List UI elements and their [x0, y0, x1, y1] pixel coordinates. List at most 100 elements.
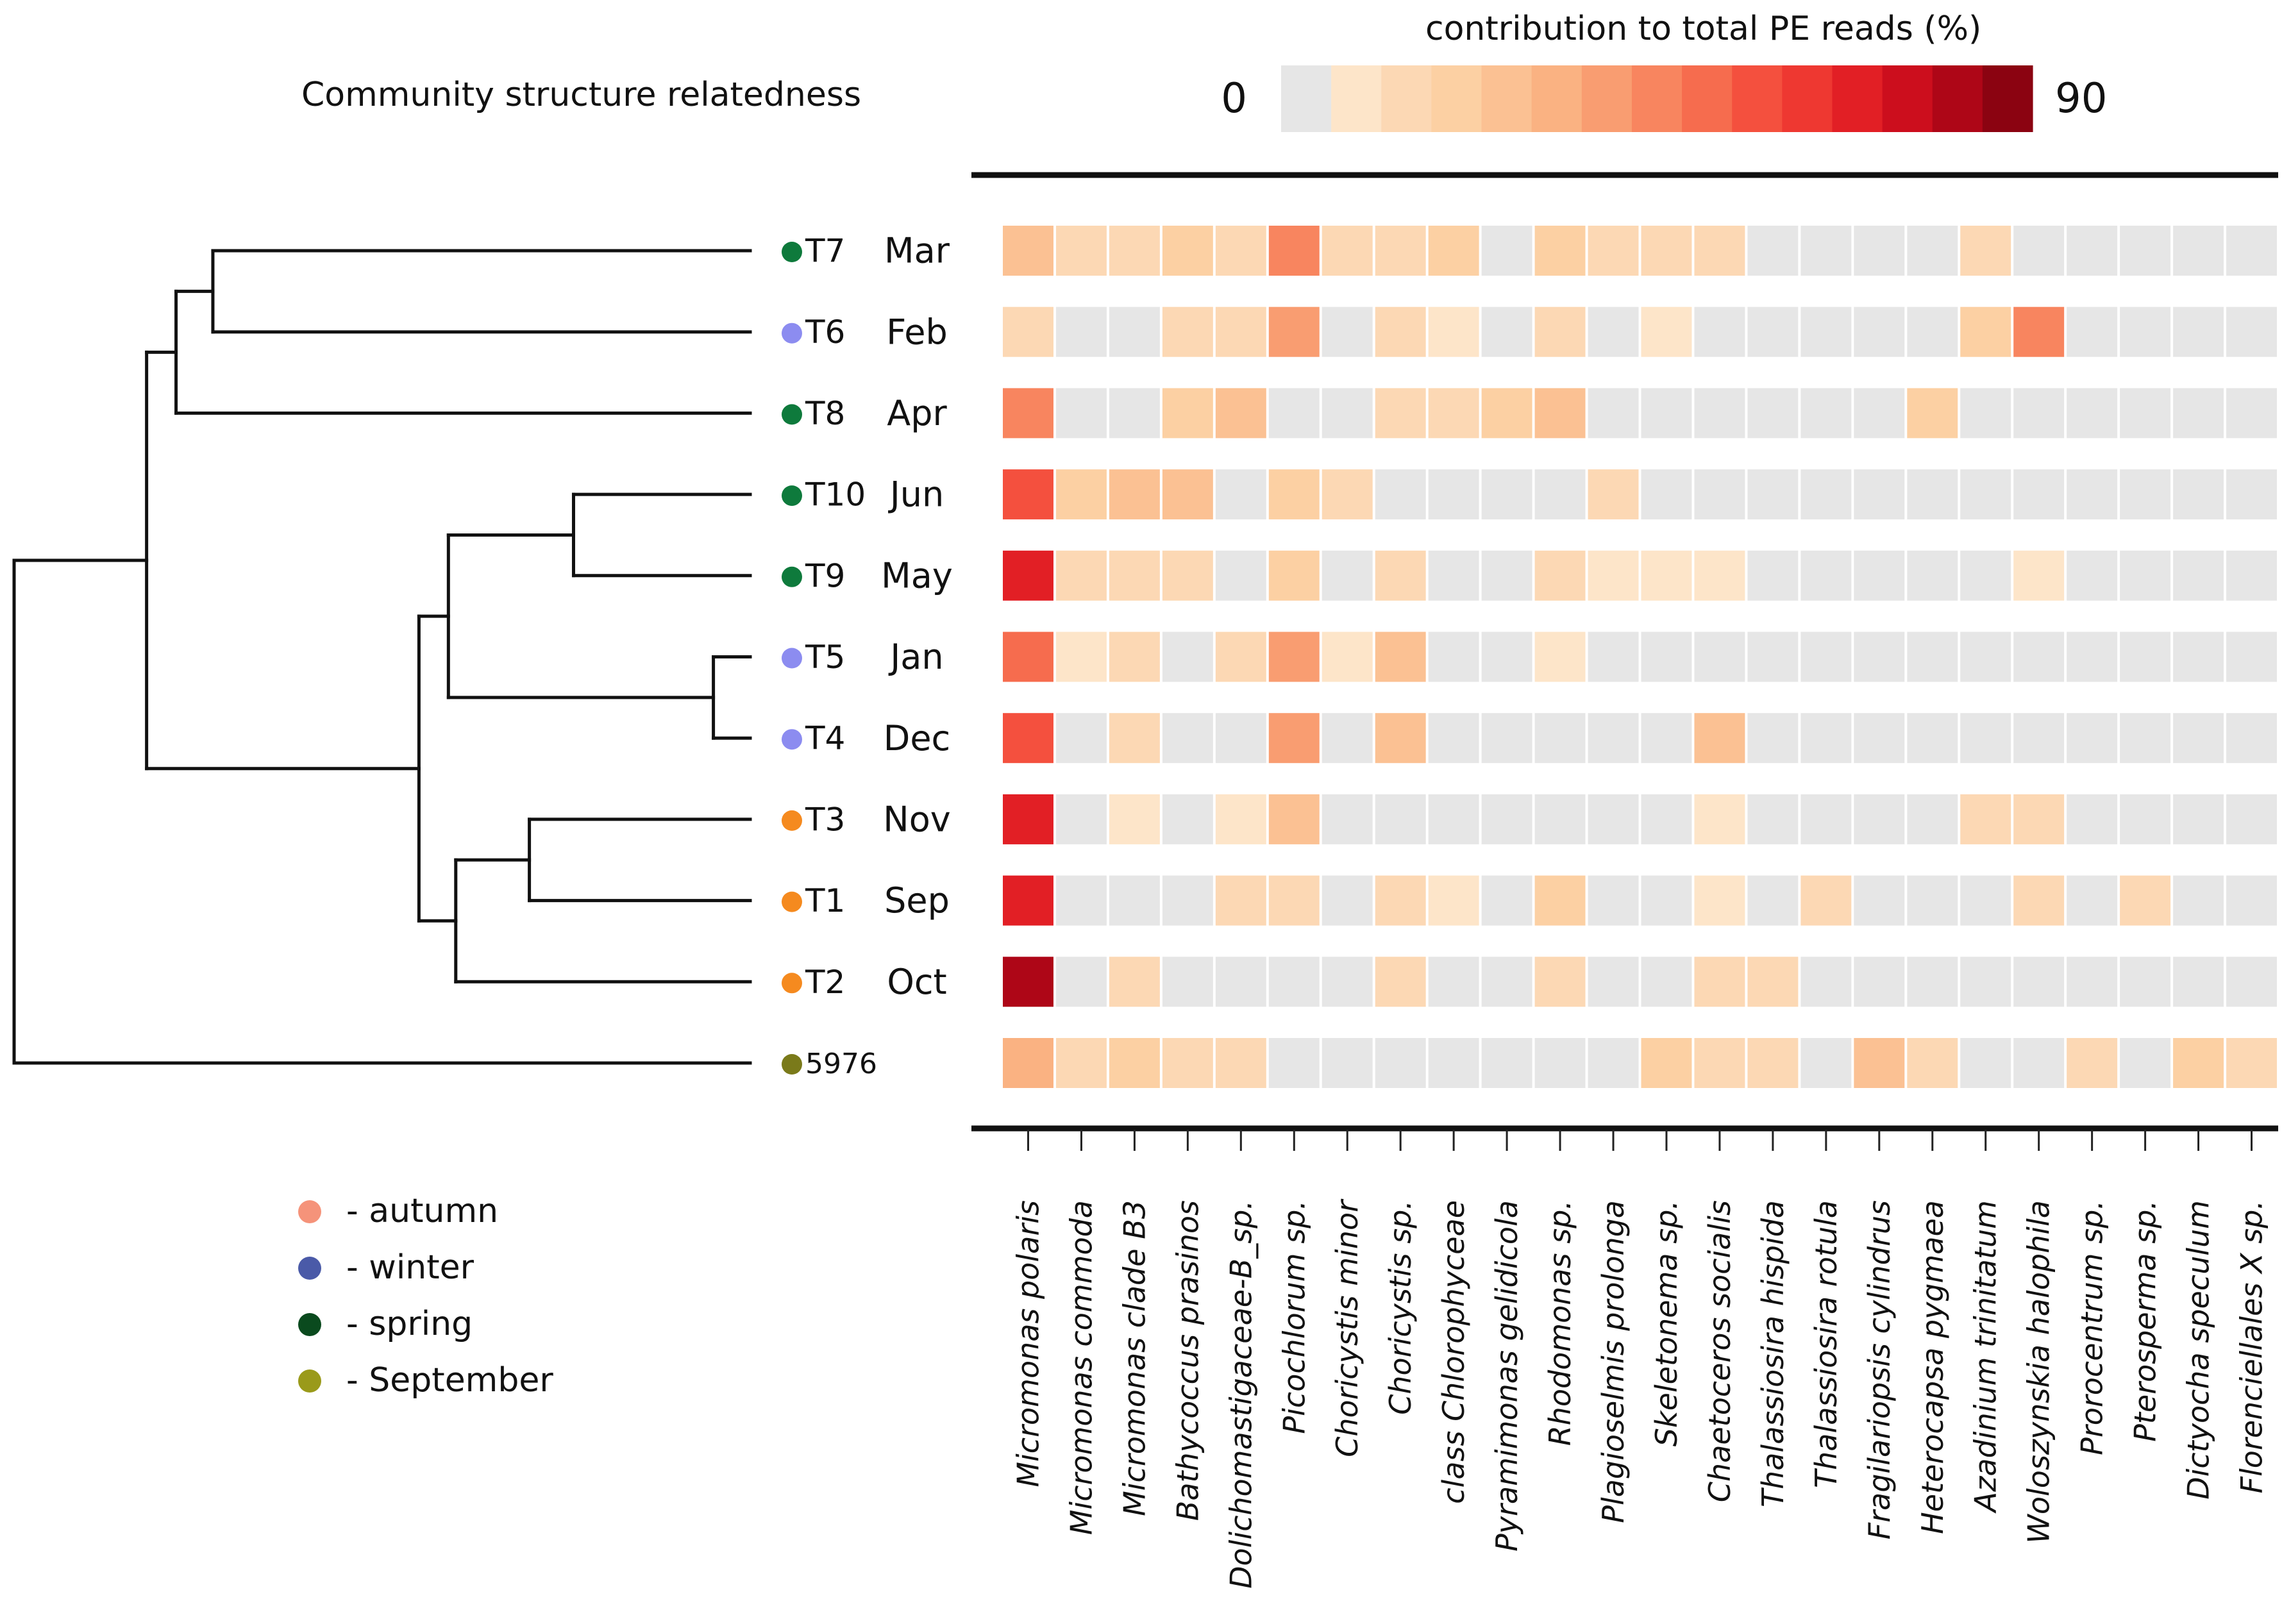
heatmap-cell — [1481, 388, 1532, 439]
heatmap-cell — [1322, 794, 1373, 844]
heatmap-cell — [2226, 1038, 2277, 1088]
heatmap-cell — [1907, 632, 1958, 682]
heatmap-cell — [1215, 469, 1266, 520]
heatmap-cell — [1854, 388, 1905, 439]
heatmap-cell — [2226, 306, 2277, 357]
heatmap-cell — [1641, 469, 1692, 520]
heatmap-cell — [1481, 226, 1532, 276]
heatmap-cell — [1375, 388, 1426, 439]
heatmap-cell — [1854, 957, 1905, 1007]
heatmap-cell — [1854, 632, 1905, 682]
heatmap-cell — [1854, 550, 1905, 601]
heatmap-cell — [1428, 388, 1479, 439]
column-label: Prorocentrum sp. — [2075, 1200, 2110, 1455]
heatmap-cell — [2013, 226, 2065, 276]
heatmap-cell — [1428, 306, 1479, 357]
heatmap-cell — [1854, 713, 1905, 764]
heatmap-cell — [2013, 388, 2065, 439]
heatmap-cell — [1907, 713, 1958, 764]
heatmap-cell — [2013, 469, 2065, 520]
heatmap-cell — [2067, 632, 2118, 682]
heatmap-cell — [1800, 957, 1852, 1007]
heatmap-cell — [1481, 957, 1532, 1007]
heatmap-cell — [1960, 388, 2011, 439]
row-sample-id: T6 — [805, 314, 845, 351]
heatmap-cell — [1907, 957, 1958, 1007]
row-sample-id: T4 — [805, 720, 845, 757]
heatmap-cell — [1960, 794, 2011, 844]
heatmap-cell — [1375, 632, 1426, 682]
legend-label: - winter — [346, 1248, 474, 1287]
heatmap-cell — [1215, 632, 1266, 682]
heatmap-cell — [1055, 550, 1107, 601]
column-label: Rhodomonas sp. — [1543, 1200, 1577, 1446]
heatmap-cell — [2173, 875, 2224, 926]
heatmap-cell — [1747, 226, 1799, 276]
heatmap-cell — [1747, 1038, 1799, 1088]
heatmap-cell — [2173, 550, 2224, 601]
heatmap-cell — [1588, 388, 1639, 439]
heatmap-cell — [2226, 957, 2277, 1007]
season-dot — [782, 1054, 802, 1075]
heatmap-cell — [1055, 713, 1107, 764]
heatmap-cell — [1588, 713, 1639, 764]
heatmap-cell — [1481, 306, 1532, 357]
heatmap-cell — [2013, 957, 2065, 1007]
heatmap-cell — [1800, 469, 1852, 520]
heatmap-cell — [1960, 875, 2011, 926]
heatmap-cell — [1641, 550, 1692, 601]
season-dot — [782, 973, 802, 994]
heatmap-cell — [1588, 469, 1639, 520]
heatmap-cell — [1428, 875, 1479, 926]
heatmap-cell — [1800, 306, 1852, 357]
heatmap-cell — [2226, 794, 2277, 844]
column-labels: Micromonas polaris Micromonas commoda Micr… — [1011, 1198, 2269, 1589]
heatmap-cell — [1641, 632, 1692, 682]
heatmap-cell — [1481, 1038, 1532, 1088]
heatmap-cell — [1694, 469, 1745, 520]
heatmap-cell — [1694, 226, 1745, 276]
heatmap-cell — [1588, 226, 1639, 276]
heatmap-cell — [1375, 957, 1426, 1007]
colorbar-title: contribution to total PE reads (%) — [1425, 10, 1981, 48]
column-label: Thalassiosira hispida — [1756, 1200, 1790, 1507]
heatmap-cell — [1694, 1038, 1745, 1088]
row-month-label: Mar — [884, 231, 950, 271]
heatmap-cell — [1747, 469, 1799, 520]
column-label: Picochlorum sp. — [1277, 1200, 1311, 1434]
heatmap-cell — [1694, 794, 1745, 844]
dendrogram-title: Community structure relatedness — [301, 76, 861, 114]
column-ticks — [1027, 1130, 2253, 1151]
colorbar-segment — [1281, 65, 1332, 132]
heatmap-cell — [1481, 632, 1532, 682]
heatmap-cell — [1215, 713, 1266, 764]
heatmap-cell — [1428, 794, 1479, 844]
heatmap-cell — [1215, 388, 1266, 439]
heatmap-cell — [1322, 875, 1373, 926]
heatmap-cell — [1960, 1038, 2011, 1088]
heatmap-cell — [2013, 875, 2065, 926]
column-label: class Chlorophyceae — [1436, 1200, 1471, 1504]
heatmap-cell — [1162, 957, 1213, 1007]
heatmap-cell — [1055, 1038, 1107, 1088]
heatmap-cell — [2173, 306, 2224, 357]
heatmap-cell — [1588, 957, 1639, 1007]
heatmap-cell — [1003, 388, 1053, 439]
heatmap-cell — [1162, 306, 1213, 357]
legend-label: - spring — [346, 1305, 473, 1343]
heatmap-cell — [1268, 306, 1320, 357]
heatmap-cell — [1694, 388, 1745, 439]
colorbar-segment — [1331, 65, 1382, 132]
heatmap-cell — [2013, 632, 2065, 682]
heatmap-cell — [1694, 306, 1745, 357]
heatmap-cell — [1109, 957, 1160, 1007]
heatmap-cell — [1641, 794, 1692, 844]
heatmap-cell — [1534, 388, 1586, 439]
heatmap-cell — [1854, 875, 1905, 926]
heatmap-cell — [1055, 794, 1107, 844]
heatmap-cell — [2173, 957, 2224, 1007]
heatmap-cell — [1428, 1038, 1479, 1088]
legend-label: - September — [346, 1361, 553, 1400]
heatmap-cell — [1109, 226, 1160, 276]
heatmap-cell — [1800, 794, 1852, 844]
